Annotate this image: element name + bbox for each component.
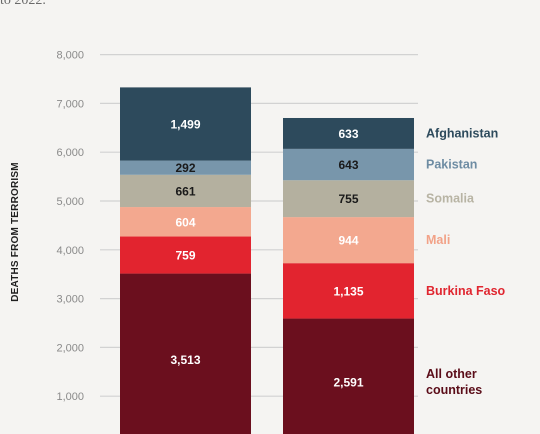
bar-segment (120, 207, 251, 237)
y-tick-label: 5,000 (56, 196, 84, 208)
segment-value-label: 1,499 (170, 117, 200, 131)
legend-label: Afghanistan (426, 126, 498, 140)
bar-segment (120, 87, 251, 161)
y-tick-label: 3,000 (56, 294, 84, 306)
legend-label: Somalia (426, 192, 475, 206)
bar-segment (120, 174, 251, 208)
segment-value-label: 292 (175, 161, 195, 175)
segment-value-label: 944 (338, 234, 358, 248)
segment-value-label: 633 (338, 127, 358, 141)
bar-segment (283, 217, 414, 264)
bar-segment (283, 148, 414, 181)
legend-label: Mali (426, 233, 450, 247)
segment-value-label: 1,135 (333, 284, 363, 298)
legend-label: Pakistan (426, 158, 477, 172)
y-axis-ticks: 1,000 2,000 3,000 4,000 5,000 6,000 7,000 8,000 (56, 50, 84, 404)
y-tick-label: 4,000 (56, 245, 84, 257)
bar-segment (283, 263, 414, 319)
segment-value-label: 755 (338, 192, 358, 206)
bar-segment (283, 117, 414, 149)
y-axis-label: DEATHS FROM TERRORISM (10, 162, 21, 302)
segment-value-label: 661 (175, 184, 195, 198)
y-tick-label: 8,000 (56, 50, 84, 62)
legend-label: Burkina Faso (426, 284, 506, 298)
y-tick-label: 2,000 (56, 342, 84, 354)
bar-segment (120, 160, 251, 175)
legend: All other countries Burkina Faso Mali Somali… (426, 126, 506, 396)
y-tick-label: 7,000 (56, 98, 84, 110)
segment-value-label: 643 (338, 158, 358, 172)
y-tick-label: 1,000 (56, 391, 84, 403)
segment-value-label: 3,513 (170, 353, 200, 367)
segment-value-label: 604 (175, 215, 195, 229)
bar-segment (283, 318, 414, 434)
bar-segment (120, 273, 251, 434)
intro-text: to 2022. (0, 0, 46, 8)
bar-segment (283, 180, 414, 218)
segment-value-label: 759 (175, 249, 195, 263)
segment-value-label: 2,591 (333, 375, 363, 389)
legend-label: All other countries (426, 367, 482, 397)
y-tick-label: 6,000 (56, 147, 84, 159)
bars: 3,513 759 604 661 292 1,499 2,591 1,135 944 755 64… (120, 87, 414, 434)
bar-segment (120, 236, 251, 274)
